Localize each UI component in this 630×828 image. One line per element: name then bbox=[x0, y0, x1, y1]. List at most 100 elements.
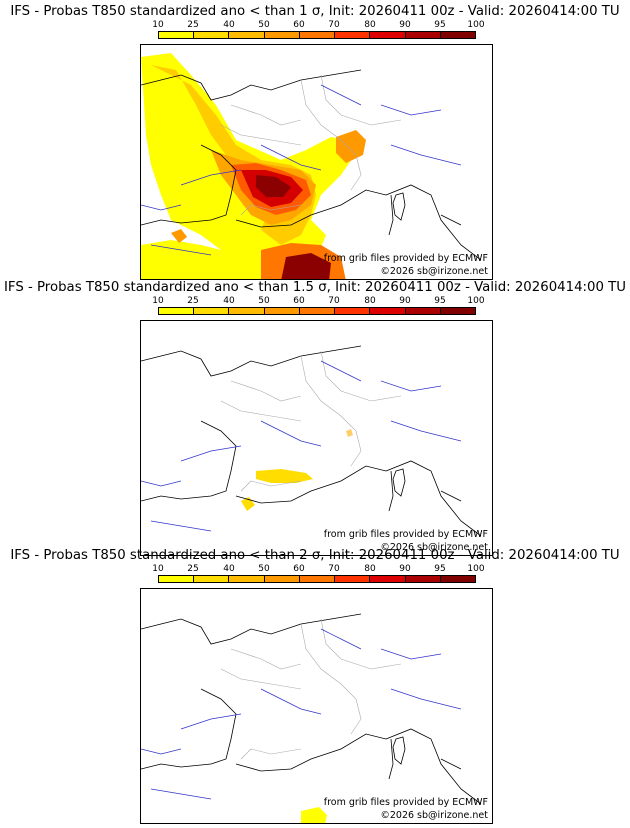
legend-tick: 90 bbox=[399, 296, 411, 306]
legend-swatch bbox=[335, 576, 371, 582]
legend-swatch bbox=[159, 32, 195, 38]
rivers bbox=[141, 360, 462, 532]
legend-swatch bbox=[299, 32, 336, 38]
legend-tick: 50 bbox=[258, 20, 270, 30]
forecast-map: from grib files provided by ECMWF ©2026 … bbox=[140, 320, 493, 556]
legend-swatch bbox=[405, 576, 441, 582]
legend-tick: 60 bbox=[293, 20, 305, 30]
legend-tick: 60 bbox=[293, 564, 305, 574]
legend-swatch bbox=[264, 576, 300, 582]
legend-tick: 100 bbox=[467, 20, 485, 30]
data-source-credit: from grib files provided by ECMWF bbox=[323, 529, 488, 540]
rivers bbox=[141, 84, 462, 256]
legend-tick: 80 bbox=[364, 564, 376, 574]
prob-area-pyrenees bbox=[256, 469, 313, 483]
map-graphic bbox=[141, 53, 482, 279]
legend-swatch bbox=[335, 32, 371, 38]
map-title: IFS - Probas T850 standardized ano < tha… bbox=[3, 280, 627, 295]
prob-area-south bbox=[301, 807, 327, 823]
country-borders bbox=[220, 618, 402, 760]
map-graphic bbox=[141, 345, 482, 537]
legend-tick: 80 bbox=[364, 296, 376, 306]
prob-area-alps bbox=[346, 429, 353, 437]
legend-swatch bbox=[405, 308, 441, 314]
legend-swatch bbox=[194, 32, 230, 38]
data-source-credit: from grib files provided by ECMWF bbox=[323, 797, 488, 808]
coastline bbox=[141, 69, 482, 261]
legend-tick: 70 bbox=[328, 296, 340, 306]
prob-area-iberia bbox=[171, 229, 187, 243]
legend-tick: 70 bbox=[328, 564, 340, 574]
legend-tick: 100 bbox=[467, 564, 485, 574]
legend-swatch bbox=[440, 32, 475, 38]
coastline bbox=[141, 345, 482, 537]
copyright-notice: ©2026 sb@irizone.net bbox=[380, 266, 488, 277]
legend-tick: 10 bbox=[152, 20, 164, 30]
legend-swatch bbox=[264, 32, 300, 38]
legend-swatch bbox=[194, 308, 230, 314]
legend-tick: 95 bbox=[434, 564, 446, 574]
legend-tick: 100 bbox=[467, 296, 485, 306]
legend-swatch bbox=[194, 576, 230, 582]
legend-swatch bbox=[405, 32, 441, 38]
legend-color-bar bbox=[158, 575, 476, 583]
legend-color-bar bbox=[158, 31, 476, 39]
legend-swatch bbox=[370, 32, 406, 38]
legend-swatch bbox=[159, 308, 195, 314]
map-panel-3: IFS - Probas T850 standardized ano < tha… bbox=[0, 548, 630, 824]
legend-labels: 10 25 40 50 60 70 80 90 95 100 bbox=[140, 564, 484, 574]
forecast-map: from grib files provided by ECMWF ©2026 … bbox=[140, 588, 493, 824]
legend-tick: 60 bbox=[293, 296, 305, 306]
copyright-notice: ©2026 sb@irizone.net bbox=[380, 542, 488, 553]
legend-tick: 25 bbox=[187, 564, 199, 574]
rivers bbox=[141, 628, 462, 800]
legend-labels: 10 25 40 50 60 70 80 90 95 100 bbox=[140, 20, 484, 30]
legend-tick: 50 bbox=[258, 296, 270, 306]
corsica bbox=[392, 192, 406, 221]
map-title: IFS - Probas T850 standardized ano < tha… bbox=[10, 548, 620, 563]
legend-tick: 40 bbox=[223, 296, 235, 306]
legend-tick: 40 bbox=[223, 564, 235, 574]
legend-tick: 90 bbox=[399, 564, 411, 574]
legend-swatch bbox=[440, 308, 475, 314]
legend-tick: 10 bbox=[152, 296, 164, 306]
map-panel-2: IFS - Probas T850 standardized ano < tha… bbox=[0, 280, 630, 556]
country-borders bbox=[220, 74, 402, 216]
legend-swatch bbox=[229, 308, 265, 314]
legend-tick: 25 bbox=[187, 20, 199, 30]
forecast-map: from grib files provided by ECMWF ©2026 … bbox=[140, 44, 493, 280]
map-graphic bbox=[141, 613, 482, 823]
legend-tick: 90 bbox=[399, 20, 411, 30]
legend-swatch bbox=[440, 576, 475, 582]
legend-swatch bbox=[299, 308, 336, 314]
map-title: IFS - Probas T850 standardized ano < tha… bbox=[10, 4, 620, 19]
coastline bbox=[141, 613, 482, 805]
copyright-notice: ©2026 sb@irizone.net bbox=[380, 810, 488, 821]
legend-tick: 25 bbox=[187, 296, 199, 306]
legend-swatch bbox=[264, 308, 300, 314]
legend-swatch bbox=[299, 576, 336, 582]
map-panel-1: IFS - Probas T850 standardized ano < tha… bbox=[0, 4, 630, 280]
legend-labels: 10 25 40 50 60 70 80 90 95 100 bbox=[140, 296, 484, 306]
legend-swatch bbox=[159, 576, 195, 582]
legend-swatch bbox=[335, 308, 371, 314]
legend-tick: 70 bbox=[328, 20, 340, 30]
legend-swatch bbox=[229, 576, 265, 582]
prob-area-south-core bbox=[281, 253, 331, 279]
legend-tick: 50 bbox=[258, 564, 270, 574]
legend-tick: 10 bbox=[152, 564, 164, 574]
data-source-credit: from grib files provided by ECMWF bbox=[323, 253, 488, 264]
prob-area-alps bbox=[336, 130, 366, 163]
legend-tick: 80 bbox=[364, 20, 376, 30]
legend-color-bar bbox=[158, 307, 476, 315]
legend-tick: 40 bbox=[223, 20, 235, 30]
legend-tick: 95 bbox=[434, 296, 446, 306]
legend-swatch bbox=[370, 576, 406, 582]
legend-swatch bbox=[370, 308, 406, 314]
prob-area-95 bbox=[256, 175, 291, 197]
corsica bbox=[392, 736, 406, 765]
legend-swatch bbox=[229, 32, 265, 38]
corsica bbox=[392, 468, 406, 497]
legend-tick: 95 bbox=[434, 20, 446, 30]
country-borders bbox=[220, 350, 402, 492]
